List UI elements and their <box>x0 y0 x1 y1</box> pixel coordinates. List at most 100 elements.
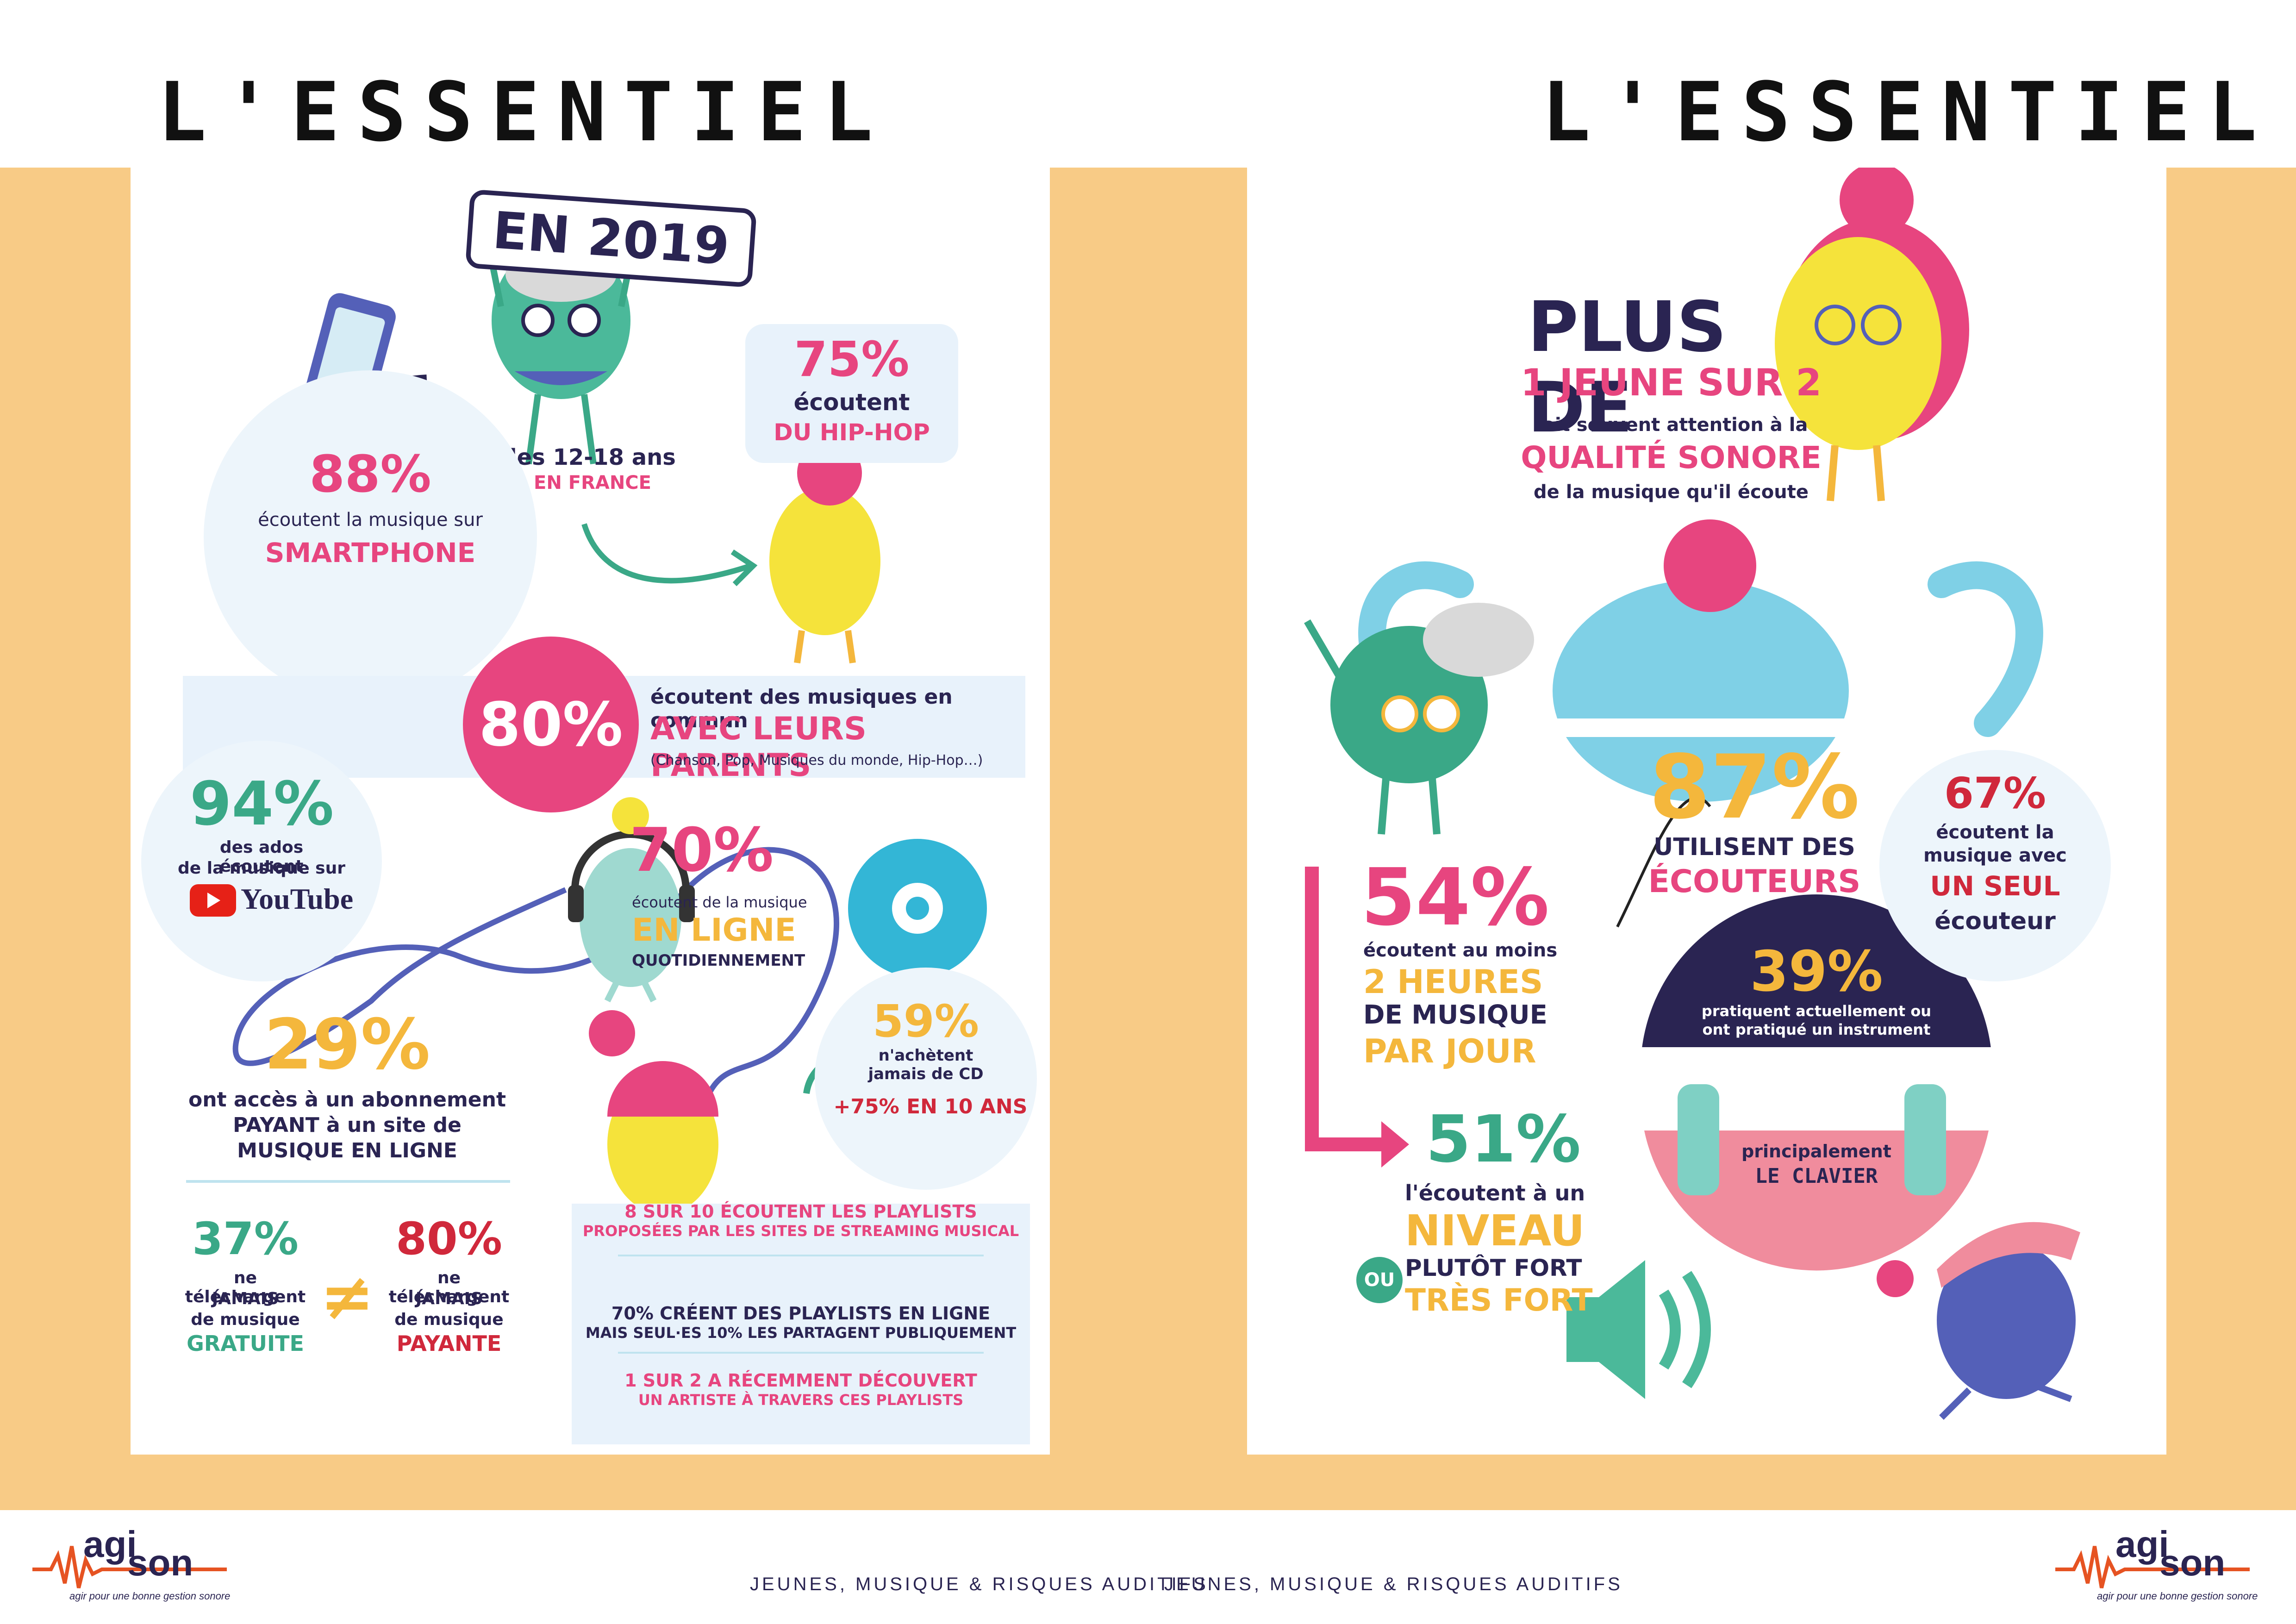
headphone-character <box>580 848 681 987</box>
one-ear-circle <box>1879 750 2111 981</box>
logo-right-tagline: agir pour une bonne gestion sonore <box>2097 1590 2258 1602</box>
paid-pct: 80% <box>396 1213 502 1265</box>
playlists-divider-1 <box>618 1255 984 1256</box>
one-ear-em: UN SEUL <box>1930 870 2060 902</box>
subscription-line2: PAYANT à un site de <box>233 1113 462 1137</box>
yellow-pink-character <box>1775 237 1941 450</box>
age-label: les 12-18 ans <box>509 444 676 470</box>
paid-line2: JAMAIS <box>415 1289 483 1308</box>
hours-em1: 2 HEURES <box>1363 963 1543 1001</box>
earphones-em: ÉCOUTEURS <box>1648 863 1861 900</box>
subscription-line1: ont accès à un abonnement <box>188 1088 506 1112</box>
youtube-pct: 94% <box>190 768 334 839</box>
online-text: écoutent de la musique <box>632 893 807 911</box>
parents-text: écoutent des musiques en commun <box>650 685 953 732</box>
earphones-pct: 87% <box>1649 736 1860 838</box>
yellow-character <box>769 487 880 635</box>
left-page-title: L'ESSENTIEL <box>157 65 891 160</box>
loud-em: NIVEAU <box>1405 1206 1585 1255</box>
playlists-a2: PROPOSÉES PAR LES SITES DE STREAMING MUS… <box>582 1222 1019 1240</box>
hiphop-sign <box>745 324 958 463</box>
hiphop-pct: 75% <box>794 331 910 387</box>
loud-pct: 51% <box>1426 1102 1581 1177</box>
right-illustrations <box>1304 168 2080 1420</box>
loud-line1: l'écoutent à un <box>1405 1181 1585 1206</box>
hours-pct: 54% <box>1361 852 1549 943</box>
parents-em: AVEC LEURS PARENTS <box>650 711 867 784</box>
one-ear-line1: écoutent la <box>1936 822 2054 843</box>
playlists-a1: 8 SUR 10 ÉCOUTENT LES PLAYLISTS <box>624 1201 977 1222</box>
free-pct: 37% <box>192 1213 299 1265</box>
playlists-c1: 1 SUR 2 A RÉCEMMENT DÉCOUVERT <box>624 1370 977 1391</box>
smartphone-em: SMARTPHONE <box>265 537 476 568</box>
online-pct: 70% <box>630 815 774 885</box>
subscription-line3: MUSIQUE EN LIGNE <box>237 1139 457 1162</box>
agison-logo-right <box>2055 1546 2250 1588</box>
one-ear-line3: écouteur <box>1934 907 2056 935</box>
footer-right-text: JEUNES, MUSIQUE & RISQUES AUDITIFS <box>1164 1574 1623 1594</box>
hiphop-text: écoutent <box>793 389 910 416</box>
cd-pct: 59% <box>873 995 979 1047</box>
hiphop-em: DU HIP-HOP <box>774 419 930 446</box>
cable-line <box>232 847 840 1095</box>
free-em: GRATUITE <box>187 1331 304 1356</box>
logo-left-a: agi <box>83 1524 137 1565</box>
hours-em2: PAR JOUR <box>1363 1032 1536 1070</box>
quality-em: QUALITÉ SONORE <box>1521 440 1822 475</box>
logo-right-b: son <box>2159 1542 2226 1583</box>
hours-line2: DE MUSIQUE <box>1363 1000 1547 1030</box>
quality-line1: fait souvent attention à la <box>1534 414 1808 436</box>
instrument-pct: 39% <box>1750 940 1883 1004</box>
one-ear-pct: 67% <box>1944 768 2046 818</box>
agison-logo-left <box>32 1546 227 1588</box>
smartphone-stat-circle <box>204 370 537 704</box>
instrument-line2: ont pratiqué un instrument <box>1702 1021 1931 1038</box>
logo-right-a: agi <box>2115 1524 2169 1565</box>
loud-em2: TRÈS FORT <box>1405 1282 1593 1318</box>
loud-or-badge: OU <box>1356 1257 1403 1303</box>
footer-left-text: JEUNES, MUSIQUE & RISQUES AUDITIFS <box>750 1574 1209 1594</box>
playlists-b2: MAIS SEUL·ES 10% LES PARTAGENT PUBLIQUEM… <box>585 1324 1017 1342</box>
pink-arrow <box>1305 867 1386 1151</box>
online-sub: QUOTIDIENNEMENT <box>632 951 805 970</box>
age-sub-label: EN FRANCE <box>534 472 651 493</box>
logo-left-tagline: agir pour une bonne gestion sonore <box>69 1590 231 1602</box>
youtube-line1: des ados écoutent <box>219 838 304 876</box>
playlists-b1: 70% CRÉENT DES PLAYLISTS EN LIGNE <box>611 1303 991 1324</box>
instrument-sub2: LE CLAVIER <box>1755 1164 1878 1188</box>
free-line2: JAMAIS <box>212 1289 279 1308</box>
instrument-line1: pratiquent actuellement ou <box>1701 1002 1932 1020</box>
online-em: EN LIGNE <box>632 912 796 949</box>
instrument-sub1: principalement <box>1741 1141 1891 1162</box>
playlists-c2: UN ARTISTE À TRAVERS CES PLAYLISTS <box>638 1391 964 1409</box>
logo-left-b: son <box>127 1542 193 1583</box>
blue-character <box>1553 580 1849 802</box>
youtube-icon <box>190 884 236 917</box>
loud-line2: PLUTÔT FORT <box>1405 1255 1582 1281</box>
quality-line2: de la musique qu'il écoute <box>1534 481 1809 503</box>
paid-line3: de musique <box>394 1310 504 1329</box>
playlists-box <box>572 1204 1030 1444</box>
cd-line1: n'achètent <box>878 1046 973 1065</box>
paid-em: PAYANTE <box>396 1331 502 1356</box>
paid-line1: ne téléchargent <box>388 1268 510 1306</box>
not-equal-sign: ≠ <box>320 1259 374 1335</box>
youtube-brand: YouTube <box>241 882 354 915</box>
cd-line2: jamais de CD <box>868 1065 984 1083</box>
cd-stat-circle <box>815 968 1037 1190</box>
quality-big1: PLUS DE <box>1528 287 1727 448</box>
hours-line1: écoutent au moins <box>1363 940 1558 961</box>
earphone-cord <box>1616 797 1711 928</box>
pink-hair-bun <box>1840 168 1914 237</box>
purple-character <box>1937 1242 2076 1399</box>
one-ear-line2: musique avec <box>1923 845 2067 866</box>
parents-pct: 80% <box>463 637 639 812</box>
smartphone-text: écoutent la musique sur <box>258 509 483 531</box>
youtube-stat-circle <box>141 741 382 981</box>
youtube-line2: de la musique sur <box>178 859 345 878</box>
arrow-right <box>581 523 752 584</box>
free-line1: ne téléchargent <box>185 1268 306 1306</box>
speaker-icon <box>1566 1260 1645 1399</box>
cd-trend: +75% EN 10 ANS <box>833 1095 1028 1118</box>
earphones-line1: UTILISENT DES <box>1653 833 1855 861</box>
